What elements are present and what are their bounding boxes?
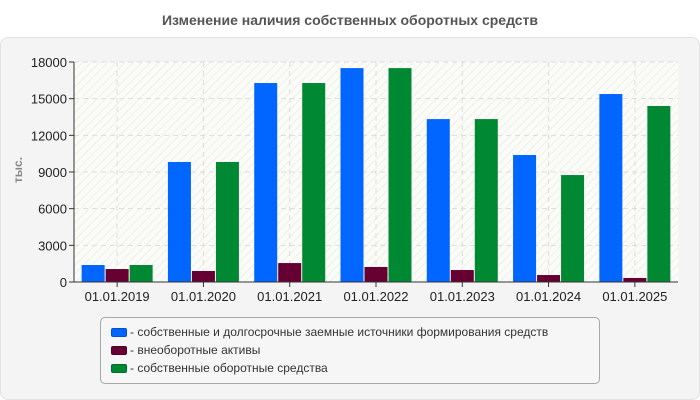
legend-swatch	[111, 363, 127, 373]
legend-item-noncurrent-assets: - внеоборотные активы	[111, 342, 260, 358]
bar	[513, 155, 537, 282]
legend-item-sources: - собственные и долгосрочные заемные ист…	[111, 324, 548, 340]
bar	[561, 175, 585, 282]
axes: 0 3000 6000 9000 12000 15000 18000 01.01.2019 01…	[31, 55, 678, 304]
legend-swatch	[111, 345, 127, 355]
legend-item-working-capital: - собственные оборотные средства	[111, 360, 328, 376]
y-tick-label: 6000	[38, 202, 67, 217]
x-tick-label: 01.01.2019	[85, 289, 150, 304]
bar	[537, 275, 561, 282]
x-tick-label: 01.01.2021	[257, 289, 322, 304]
y-tick-label: 0	[60, 275, 67, 290]
bar	[474, 119, 498, 282]
bar	[215, 161, 239, 282]
x-tick-label: 01.01.2023	[430, 289, 495, 304]
y-tick-label: 12000	[31, 128, 67, 143]
bar	[426, 119, 450, 282]
bar	[599, 94, 623, 283]
bars	[81, 68, 671, 283]
x-tick-label: 01.01.2025	[602, 289, 667, 304]
y-tick-label: 9000	[38, 165, 67, 180]
y-axis-label: тыс.	[11, 157, 25, 183]
y-tick-label: 18000	[31, 55, 67, 70]
x-tick-label: 01.01.2020	[171, 289, 236, 304]
legend-label: - собственные и долгосрочные заемные ист…	[130, 325, 549, 339]
bar	[388, 68, 412, 282]
chart-title: Изменение наличия собственных оборотных …	[161, 12, 539, 28]
bar	[364, 266, 388, 282]
bar	[81, 265, 105, 282]
y-tick-label: 3000	[38, 238, 67, 253]
legend: - собственные и долгосрочные заемные ист…	[100, 317, 600, 384]
bar	[450, 270, 474, 282]
bar	[623, 277, 647, 282]
bar	[167, 161, 191, 282]
legend-label: - внеоборотные активы	[130, 343, 261, 357]
bar	[278, 263, 302, 282]
bar	[129, 265, 153, 282]
x-tick-label: 01.01.2024	[516, 289, 581, 304]
y-tick-label: 15000	[31, 92, 67, 107]
x-tick-label: 01.01.2022	[343, 289, 408, 304]
legend-swatch	[111, 327, 127, 337]
bar	[340, 68, 364, 282]
bar	[254, 83, 278, 283]
bar	[302, 83, 326, 283]
bar	[191, 271, 215, 282]
bar	[105, 269, 129, 282]
bar-chart: 0 3000 6000 9000 12000 15000 18000 01.01.2019 01…	[11, 55, 678, 304]
bar	[647, 106, 671, 282]
legend-label: - собственные оборотные средства	[130, 361, 328, 375]
